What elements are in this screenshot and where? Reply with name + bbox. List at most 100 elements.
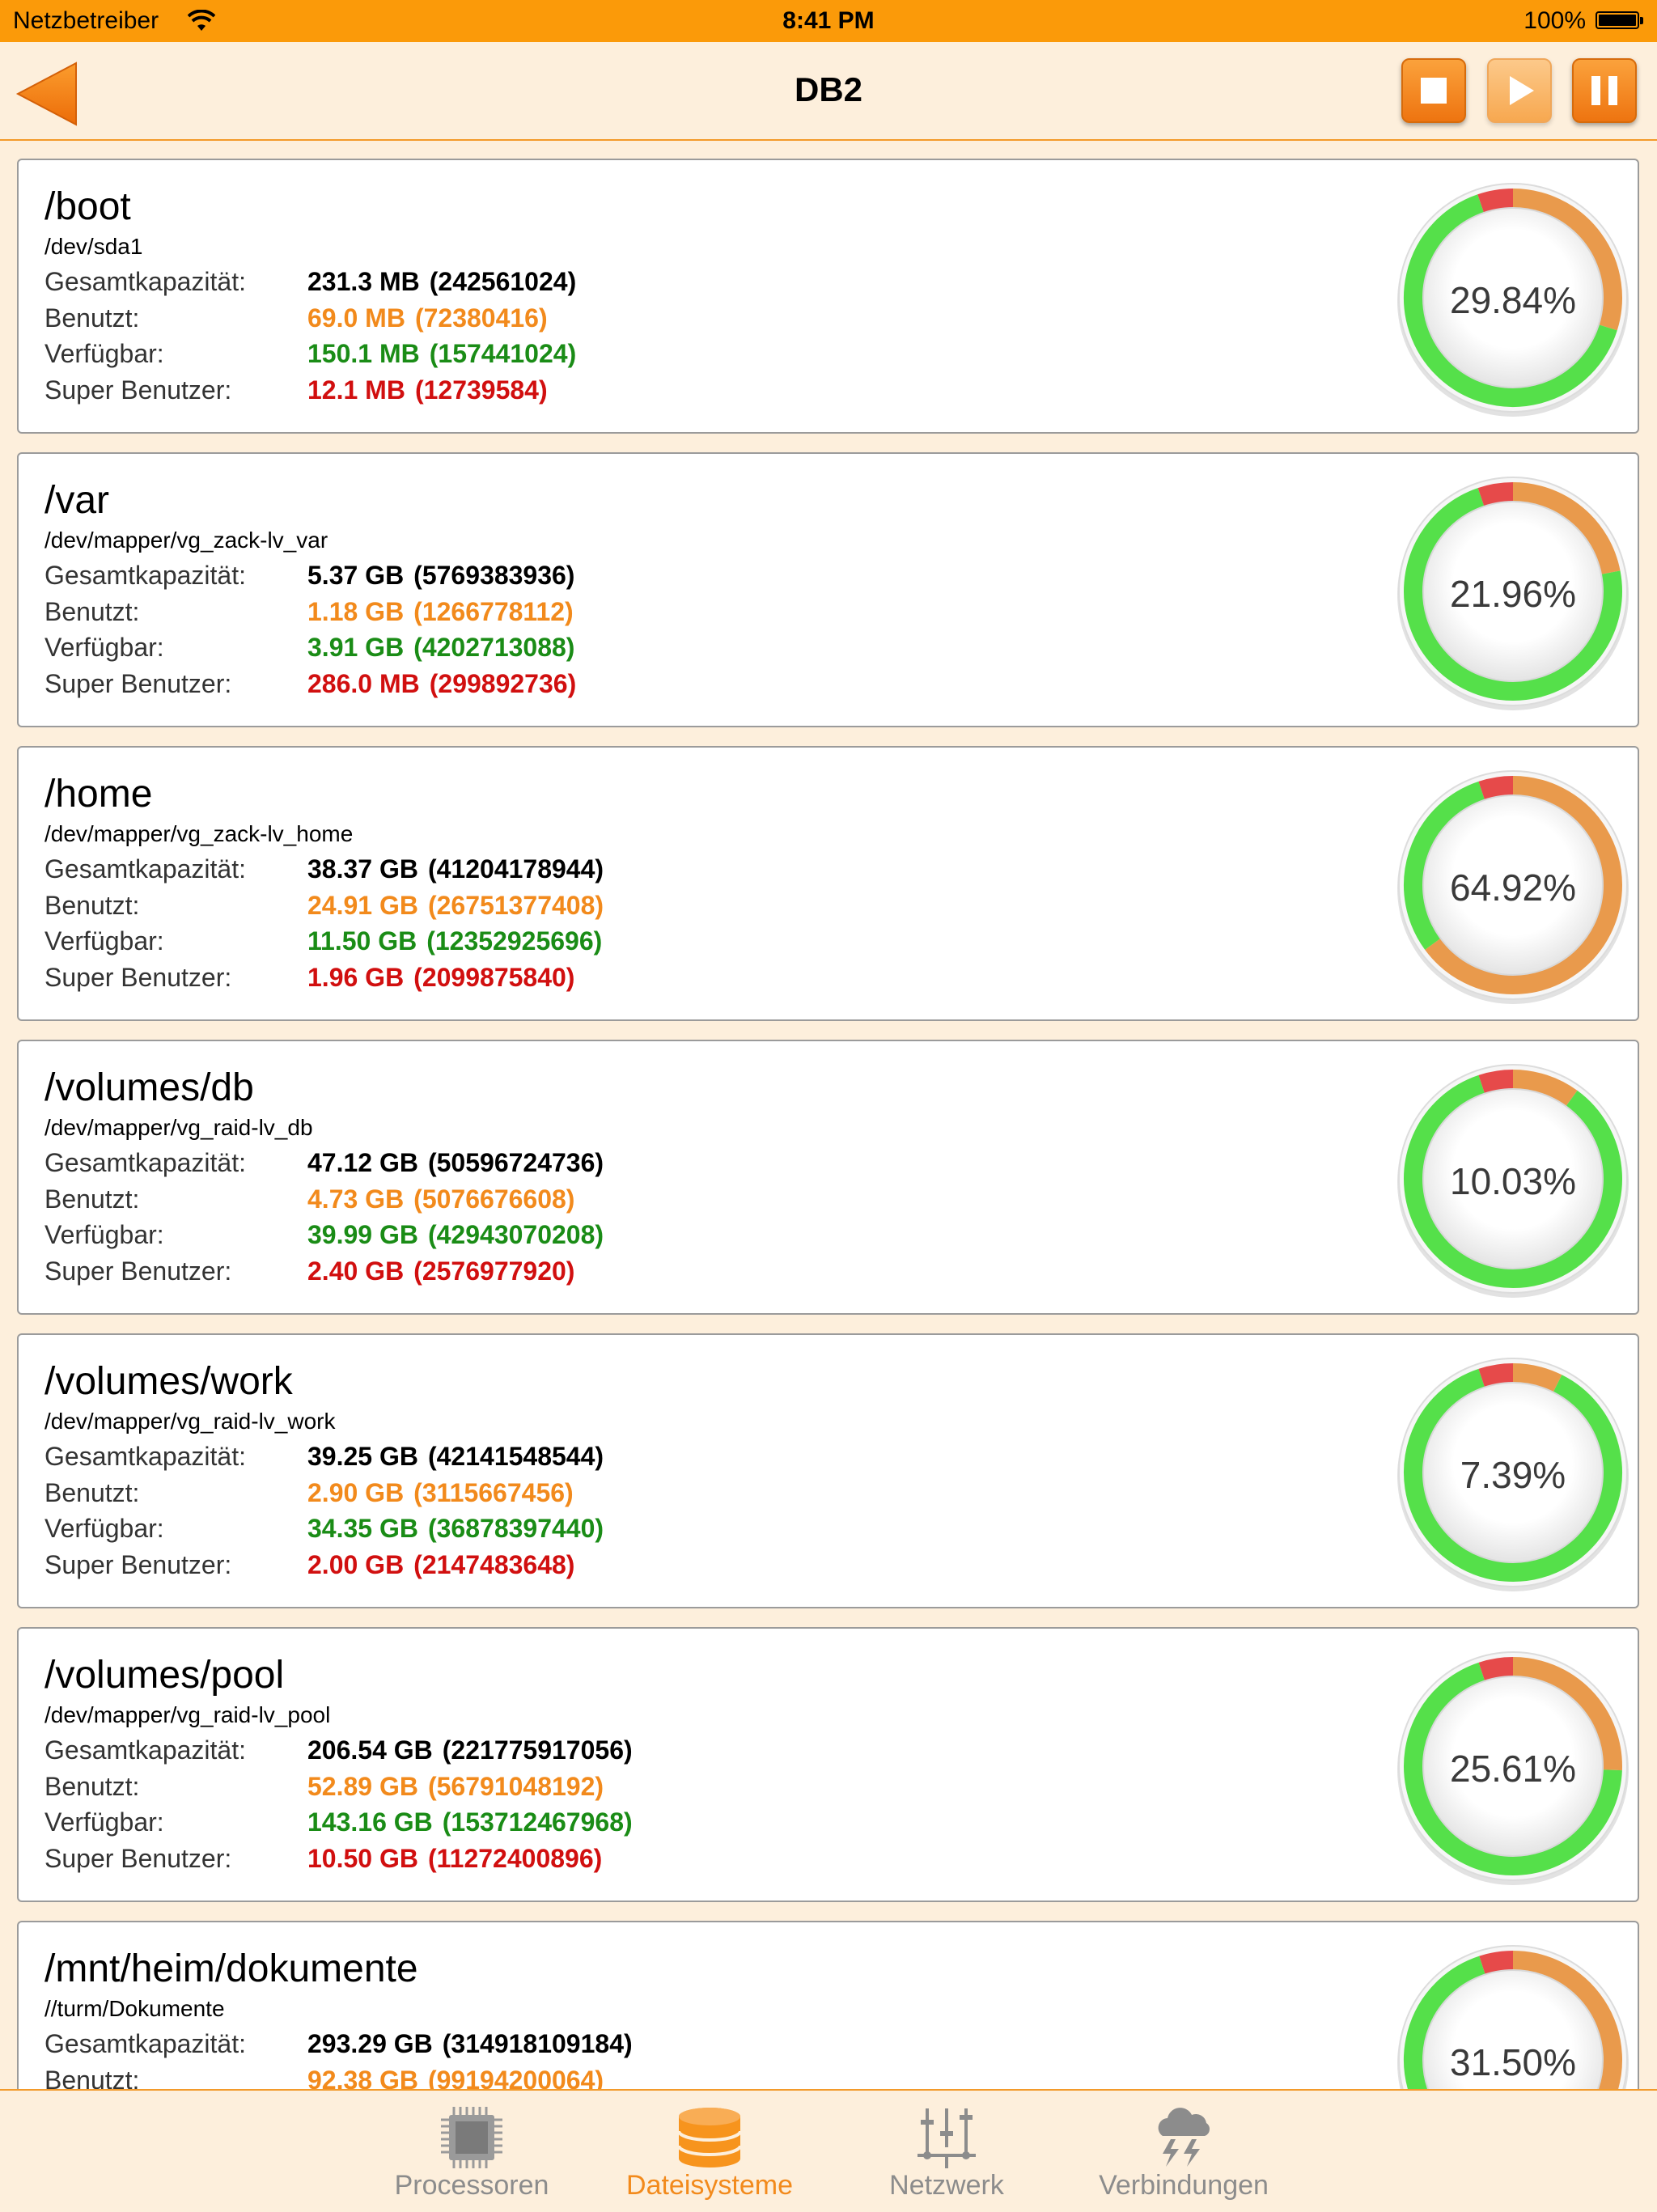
free-row: Verfügbar: 143.16 GB (153712467968) [44,1806,633,1838]
device-path: /dev/mapper/vg_raid-lv_db [44,1115,313,1140]
filesystem-list[interactable]: /boot /dev/sda1 Gesamtkapazität: 231.3 MB… [0,141,1657,2089]
free-arc [1404,194,1617,407]
free-label: Verfügbar: [44,1514,164,1543]
used-raw: (5076676608) [413,1184,575,1214]
used-value: 69.0 MB [307,303,405,333]
super-row: Super Benutzer: 2.00 GB (2147483648) [44,1549,574,1581]
mount-point: /volumes/pool [44,1654,285,1697]
total-value: 231.3 MB [307,267,420,296]
gauge-center [1422,501,1604,682]
super-label: Super Benutzer: [44,375,232,405]
used-row: Benutzt: 24.91 GB (26751377408) [44,889,604,922]
super-raw: (2147483648) [413,1550,575,1579]
usage-ring-chart [1397,1064,1629,1298]
reserved-arc [1479,1951,1514,1975]
filesystem-card[interactable]: /volumes/work /dev/mapper/vg_raid-lv_wor… [17,1333,1639,1608]
reserved-arc [1477,482,1514,506]
total-row: Gesamtkapazität: 38.37 GB (41204178944) [44,853,604,885]
used-label: Benutzt: [44,2066,140,2089]
free-row: Verfügbar: 11.50 GB (12352925696) [44,925,602,957]
cpu-chip-icon [441,2107,502,2168]
reserved-arc [1478,1657,1514,1681]
tab-dateisysteme[interactable]: Dateisysteme [588,2091,831,2212]
reserved-arc [1478,1070,1514,1094]
wifi-icon [188,10,215,31]
filesystem-card[interactable]: /volumes/pool /dev/mapper/vg_raid-lv_poo… [17,1627,1639,1902]
battery-icon [1596,11,1643,29]
gauge-center [1422,207,1604,388]
used-row: Benutzt: 52.89 GB (56791048192) [44,1770,604,1803]
total-row: Gesamtkapazität: 293.29 GB (314918109184) [44,2028,633,2060]
reserved-arc [1478,776,1514,800]
used-row: Benutzt: 1.18 GB (1266778112) [44,595,574,628]
pause-button[interactable] [1572,58,1637,123]
filesystem-card[interactable]: /boot /dev/sda1 Gesamtkapazität: 231.3 MB… [17,159,1639,434]
tab-bar: Processoren Dateisysteme Netzwerk Verbin… [0,2089,1657,2212]
used-label: Benutzt: [44,303,140,333]
free-value: 143.16 GB [307,1807,433,1837]
used-label: Benutzt: [44,891,140,920]
free-arc [1404,1368,1622,1582]
used-arc [1425,776,1622,994]
total-value: 206.54 GB [307,1735,433,1765]
total-raw: (221775917056) [442,1735,633,1765]
usage-percent: 64.92% [1449,867,1576,909]
super-row: Super Benutzer: 1.96 GB (2099875840) [44,961,574,994]
tab-processoren[interactable]: Processoren [350,2091,593,2212]
super-value: 1.96 GB [307,963,405,992]
filesystem-card[interactable]: /var /dev/mapper/vg_zack-lv_var Gesamtka… [17,452,1639,727]
super-raw: (2099875840) [413,963,575,992]
stop-button[interactable] [1401,58,1466,123]
total-label: Gesamtkapazität: [44,1442,246,1471]
device-path: /dev/mapper/vg_raid-lv_pool [44,1702,331,1727]
used-label: Benutzt: [44,1772,140,1801]
total-raw: (42141548544) [427,1442,604,1471]
mount-point: /mnt/heim/dokumente [44,1947,418,1990]
filesystem-card[interactable]: /home /dev/mapper/vg_zack-lv_home Gesamt… [17,746,1639,1021]
used-raw: (26751377408) [427,891,604,920]
total-row: Gesamtkapazität: 5.37 GB (5769383936) [44,559,574,591]
super-row: Super Benutzer: 286.0 MB (299892736) [44,667,576,700]
usage-percent: 7.39% [1460,1454,1566,1496]
usage-ring-gauge: 7.39% [1387,1343,1639,1600]
total-label: Gesamtkapazität: [44,854,246,884]
free-value: 150.1 MB [307,339,420,368]
usage-ring-gauge: 10.03% [1387,1049,1639,1307]
free-value: 11.50 GB [307,926,417,956]
free-raw: (36878397440) [427,1514,604,1543]
navigation-bar: DB2 [0,42,1657,141]
filesystem-card[interactable]: /volumes/db /dev/mapper/vg_raid-lv_db Ge… [17,1040,1639,1315]
free-raw: (12352925696) [426,926,603,956]
play-button[interactable] [1487,58,1552,123]
back-arrow-icon[interactable] [15,60,79,128]
total-raw: (5769383936) [413,561,575,590]
mount-point: /volumes/work [44,1360,293,1403]
used-arc [1512,1070,1578,1107]
super-value: 2.40 GB [307,1256,405,1286]
free-arc [1404,1074,1622,1288]
tab-verbindungen[interactable]: Verbindungen [1062,2091,1305,2212]
super-label: Super Benutzer: [44,1844,232,1873]
used-row: Benutzt: 4.73 GB (5076676608) [44,1183,574,1215]
pause-icon [1591,76,1617,105]
super-label: Super Benutzer: [44,1550,232,1579]
tab-label: Processoren [394,2170,549,2201]
super-row: Super Benutzer: 10.50 GB (11272400896) [44,1842,602,1875]
usage-ring-chart [1397,1945,1629,2089]
status-bar: Netzbetreiber 8:41 PM 100% [0,0,1657,42]
total-label: Gesamtkapazität: [44,2029,246,2058]
total-raw: (41204178944) [427,854,604,884]
filesystem-card[interactable]: /mnt/heim/dokumente //turm/Dokumente Ges… [17,1921,1639,2089]
tab-netzwerk[interactable]: Netzwerk [825,2091,1068,2212]
network-sliders-icon [917,2108,976,2168]
free-row: Verfügbar: 34.35 GB (36878397440) [44,1512,604,1545]
usage-ring-gauge: 21.96% [1387,462,1639,719]
super-row: Super Benutzer: 12.1 MB (12739584) [44,374,548,406]
mount-point: /var [44,479,110,522]
database-icon [677,2108,742,2168]
free-arc [1404,1662,1622,1875]
storm-cloud-icon [1158,2108,1210,2167]
mount-point: /home [44,773,153,816]
used-raw: (1266778112) [413,597,574,626]
used-arc [1512,1363,1562,1392]
